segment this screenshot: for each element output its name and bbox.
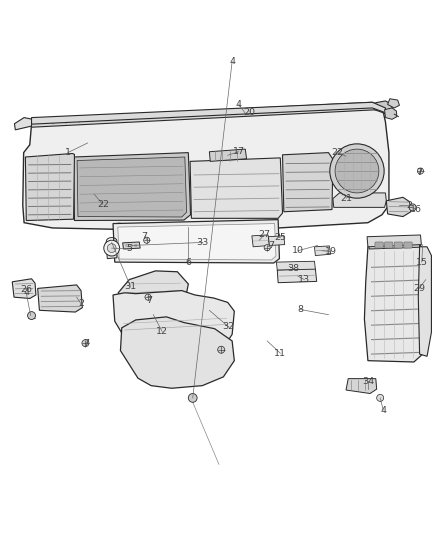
Text: 19: 19	[325, 247, 337, 256]
Text: 15: 15	[416, 257, 428, 266]
Text: 2: 2	[406, 201, 413, 209]
Text: 27: 27	[258, 230, 270, 239]
Text: 12: 12	[156, 327, 168, 336]
Polygon shape	[268, 236, 285, 246]
Polygon shape	[418, 247, 431, 356]
Polygon shape	[385, 108, 397, 119]
Polygon shape	[77, 157, 187, 217]
Circle shape	[377, 394, 384, 401]
Text: 10: 10	[292, 246, 304, 255]
Text: 1: 1	[65, 148, 71, 157]
Circle shape	[134, 244, 137, 247]
FancyBboxPatch shape	[385, 242, 393, 248]
Text: 26: 26	[20, 285, 32, 294]
Text: 7: 7	[146, 296, 152, 305]
Text: 16: 16	[410, 205, 422, 214]
Text: 38: 38	[287, 264, 300, 273]
Text: 7: 7	[83, 338, 89, 348]
Circle shape	[28, 312, 35, 319]
Text: 8: 8	[297, 305, 303, 314]
Text: 21: 21	[340, 193, 352, 203]
Circle shape	[130, 244, 133, 247]
Text: 7: 7	[141, 232, 148, 241]
FancyBboxPatch shape	[404, 242, 412, 248]
Text: 7: 7	[268, 241, 275, 250]
Circle shape	[417, 168, 424, 174]
Circle shape	[144, 237, 150, 243]
Text: 6: 6	[185, 259, 191, 268]
Polygon shape	[12, 279, 36, 298]
Polygon shape	[32, 102, 385, 124]
Polygon shape	[23, 108, 389, 231]
Circle shape	[145, 294, 151, 300]
Text: 33: 33	[197, 238, 209, 247]
Text: 2: 2	[78, 299, 84, 308]
Polygon shape	[374, 101, 392, 113]
Circle shape	[104, 240, 120, 256]
Circle shape	[335, 149, 379, 193]
Text: 32: 32	[223, 322, 235, 332]
Polygon shape	[113, 220, 279, 263]
Text: 22: 22	[331, 148, 343, 157]
Polygon shape	[276, 261, 315, 270]
Circle shape	[115, 223, 124, 231]
Circle shape	[218, 346, 225, 353]
Circle shape	[409, 204, 416, 211]
Text: 4: 4	[23, 288, 29, 297]
Polygon shape	[386, 197, 411, 216]
Text: 11: 11	[274, 349, 286, 358]
Text: 13: 13	[298, 275, 311, 284]
Text: 25: 25	[274, 233, 286, 242]
Text: 22: 22	[97, 200, 109, 209]
Circle shape	[82, 340, 89, 346]
Text: 17: 17	[233, 147, 245, 156]
Polygon shape	[277, 269, 317, 282]
Polygon shape	[120, 317, 234, 388]
Polygon shape	[118, 223, 276, 260]
Text: 5: 5	[126, 245, 132, 254]
Circle shape	[188, 393, 197, 402]
Polygon shape	[106, 241, 117, 259]
Text: 31: 31	[124, 282, 137, 290]
Polygon shape	[38, 285, 82, 312]
Polygon shape	[368, 239, 420, 249]
Text: 20: 20	[244, 108, 256, 117]
Polygon shape	[113, 290, 234, 359]
Polygon shape	[283, 152, 333, 212]
FancyBboxPatch shape	[394, 242, 403, 248]
Polygon shape	[333, 193, 386, 207]
Polygon shape	[32, 102, 379, 127]
Text: 29: 29	[413, 284, 425, 293]
Polygon shape	[388, 99, 399, 108]
Text: 4: 4	[236, 100, 242, 109]
Polygon shape	[25, 154, 74, 221]
Polygon shape	[314, 246, 331, 255]
Circle shape	[330, 144, 384, 198]
Circle shape	[269, 220, 278, 229]
Polygon shape	[252, 235, 269, 247]
Polygon shape	[14, 118, 34, 130]
Polygon shape	[118, 271, 188, 324]
Circle shape	[264, 245, 270, 251]
Polygon shape	[74, 152, 191, 221]
Circle shape	[126, 244, 128, 247]
Polygon shape	[190, 158, 283, 219]
Polygon shape	[209, 149, 247, 161]
Text: 7: 7	[416, 168, 422, 177]
FancyBboxPatch shape	[375, 242, 383, 248]
Polygon shape	[123, 242, 140, 249]
Text: 4: 4	[380, 406, 386, 415]
Circle shape	[107, 244, 116, 253]
Text: 34: 34	[362, 377, 374, 386]
Polygon shape	[346, 378, 377, 393]
Polygon shape	[367, 235, 421, 247]
Polygon shape	[364, 241, 427, 362]
Text: 4: 4	[229, 57, 235, 66]
